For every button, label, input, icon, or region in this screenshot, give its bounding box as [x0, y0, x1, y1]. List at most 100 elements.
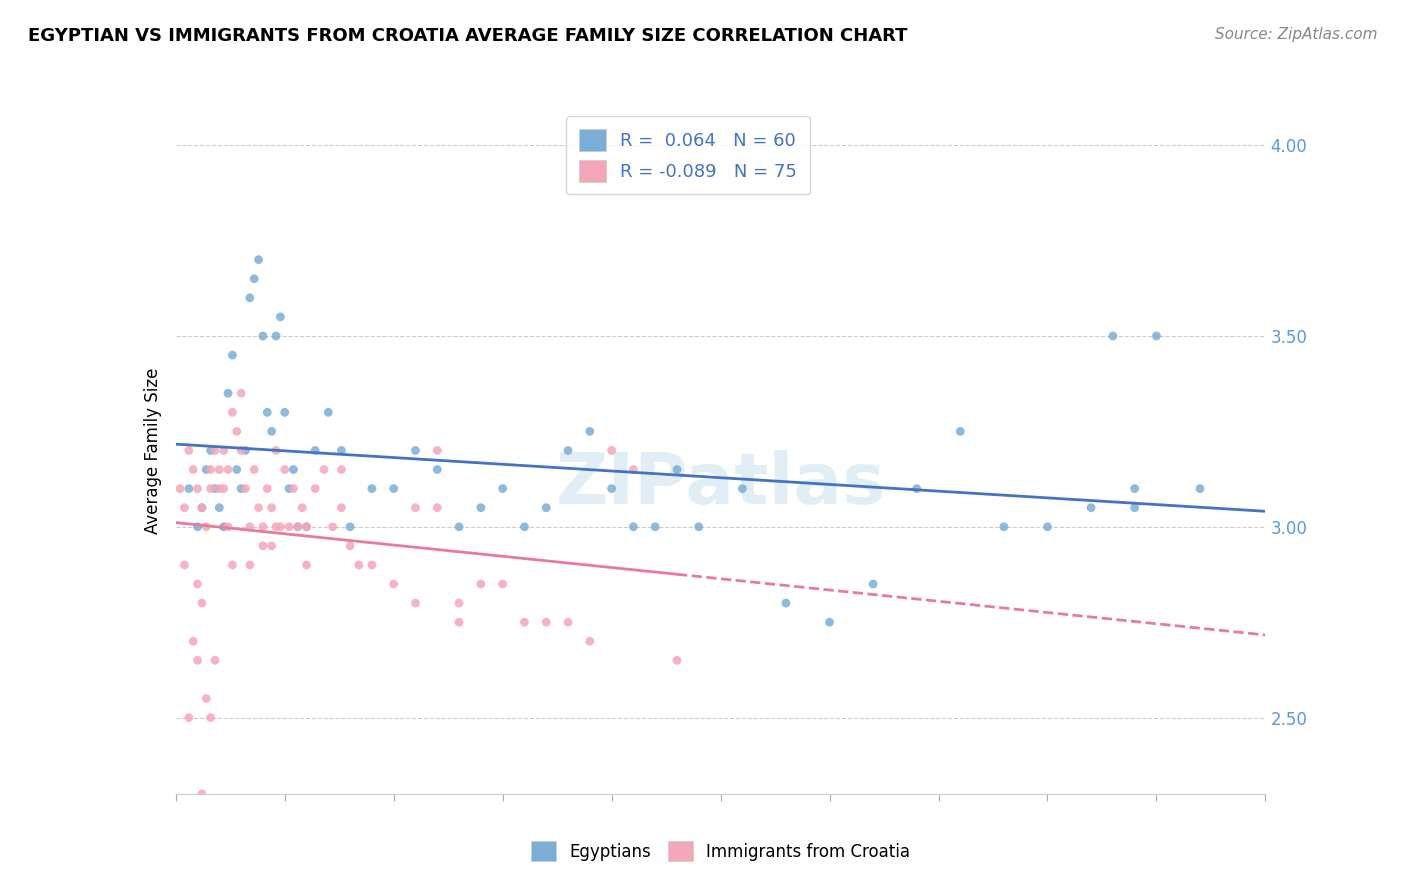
Point [600, 482, 623, 496]
Point [513, 615, 536, 629]
Point [339, 520, 361, 534]
Point [252, 329, 274, 343]
Point [557, 443, 579, 458]
Point [1189, 482, 1212, 496]
Point [492, 482, 515, 496]
Point [426, 462, 449, 476]
Point [579, 425, 602, 439]
Point [252, 539, 274, 553]
Point [212, 482, 235, 496]
Point [283, 462, 305, 476]
Point [212, 520, 235, 534]
Point [217, 386, 239, 401]
Point [295, 520, 318, 534]
Point [283, 482, 305, 496]
Point [221, 405, 243, 419]
Point [1146, 329, 1168, 343]
Point [470, 500, 492, 515]
Point [382, 482, 405, 496]
Point [239, 291, 262, 305]
Point [304, 482, 326, 496]
Point [274, 405, 297, 419]
Point [181, 634, 204, 648]
Point [186, 520, 209, 534]
Point [426, 500, 449, 515]
Legend: Egyptians, Immigrants from Croatia: Egyptians, Immigrants from Croatia [524, 834, 917, 868]
Point [247, 500, 270, 515]
Point [225, 425, 247, 439]
Point [287, 520, 309, 534]
Point [231, 482, 253, 496]
Point [579, 634, 602, 648]
Point [621, 462, 644, 476]
Point [405, 596, 427, 610]
Point [905, 482, 928, 496]
Point [191, 500, 214, 515]
Point [621, 520, 644, 534]
Point [260, 500, 283, 515]
Point [274, 462, 297, 476]
Point [666, 462, 689, 476]
Point [260, 425, 283, 439]
Point [382, 577, 405, 591]
Point [304, 443, 326, 458]
Point [169, 482, 191, 496]
Point [231, 386, 253, 401]
Point [208, 500, 231, 515]
Point [330, 500, 353, 515]
Point [243, 271, 266, 285]
Point [225, 462, 247, 476]
Point [775, 596, 797, 610]
Point [212, 443, 235, 458]
Point [557, 615, 579, 629]
Text: EGYPTIAN VS IMMIGRANTS FROM CROATIA AVERAGE FAMILY SIZE CORRELATION CHART: EGYPTIAN VS IMMIGRANTS FROM CROATIA AVER… [28, 27, 908, 45]
Point [405, 443, 427, 458]
Point [221, 348, 243, 362]
Text: ZIPatlas: ZIPatlas [555, 450, 886, 519]
Point [318, 405, 340, 419]
Point [243, 462, 266, 476]
Y-axis label: Average Family Size: Average Family Size [143, 368, 162, 533]
Point [347, 558, 370, 572]
Point [186, 482, 209, 496]
Point [173, 558, 195, 572]
Point [177, 710, 200, 724]
Point [291, 500, 314, 515]
Point [862, 577, 884, 591]
Point [252, 520, 274, 534]
Point [688, 520, 710, 534]
Point [195, 462, 218, 476]
Point [264, 329, 287, 343]
Point [534, 500, 557, 515]
Point [186, 653, 209, 667]
Point [191, 596, 214, 610]
Point [447, 615, 470, 629]
Point [200, 482, 222, 496]
Point [235, 443, 257, 458]
Point [208, 462, 231, 476]
Text: Source: ZipAtlas.com: Source: ZipAtlas.com [1215, 27, 1378, 42]
Point [295, 520, 318, 534]
Point [492, 577, 515, 591]
Point [295, 558, 318, 572]
Point [239, 520, 262, 534]
Point [1123, 500, 1146, 515]
Point [200, 710, 222, 724]
Point [200, 462, 222, 476]
Point [330, 443, 353, 458]
Point [247, 252, 270, 267]
Point [339, 539, 361, 553]
Point [221, 558, 243, 572]
Point [644, 520, 666, 534]
Point [447, 520, 470, 534]
Point [426, 443, 449, 458]
Point [361, 482, 384, 496]
Point [269, 310, 291, 324]
Point [264, 443, 287, 458]
Point [204, 653, 226, 667]
Point [1102, 329, 1125, 343]
Point [447, 596, 470, 610]
Point [208, 482, 231, 496]
Point [470, 577, 492, 591]
Point [173, 500, 195, 515]
